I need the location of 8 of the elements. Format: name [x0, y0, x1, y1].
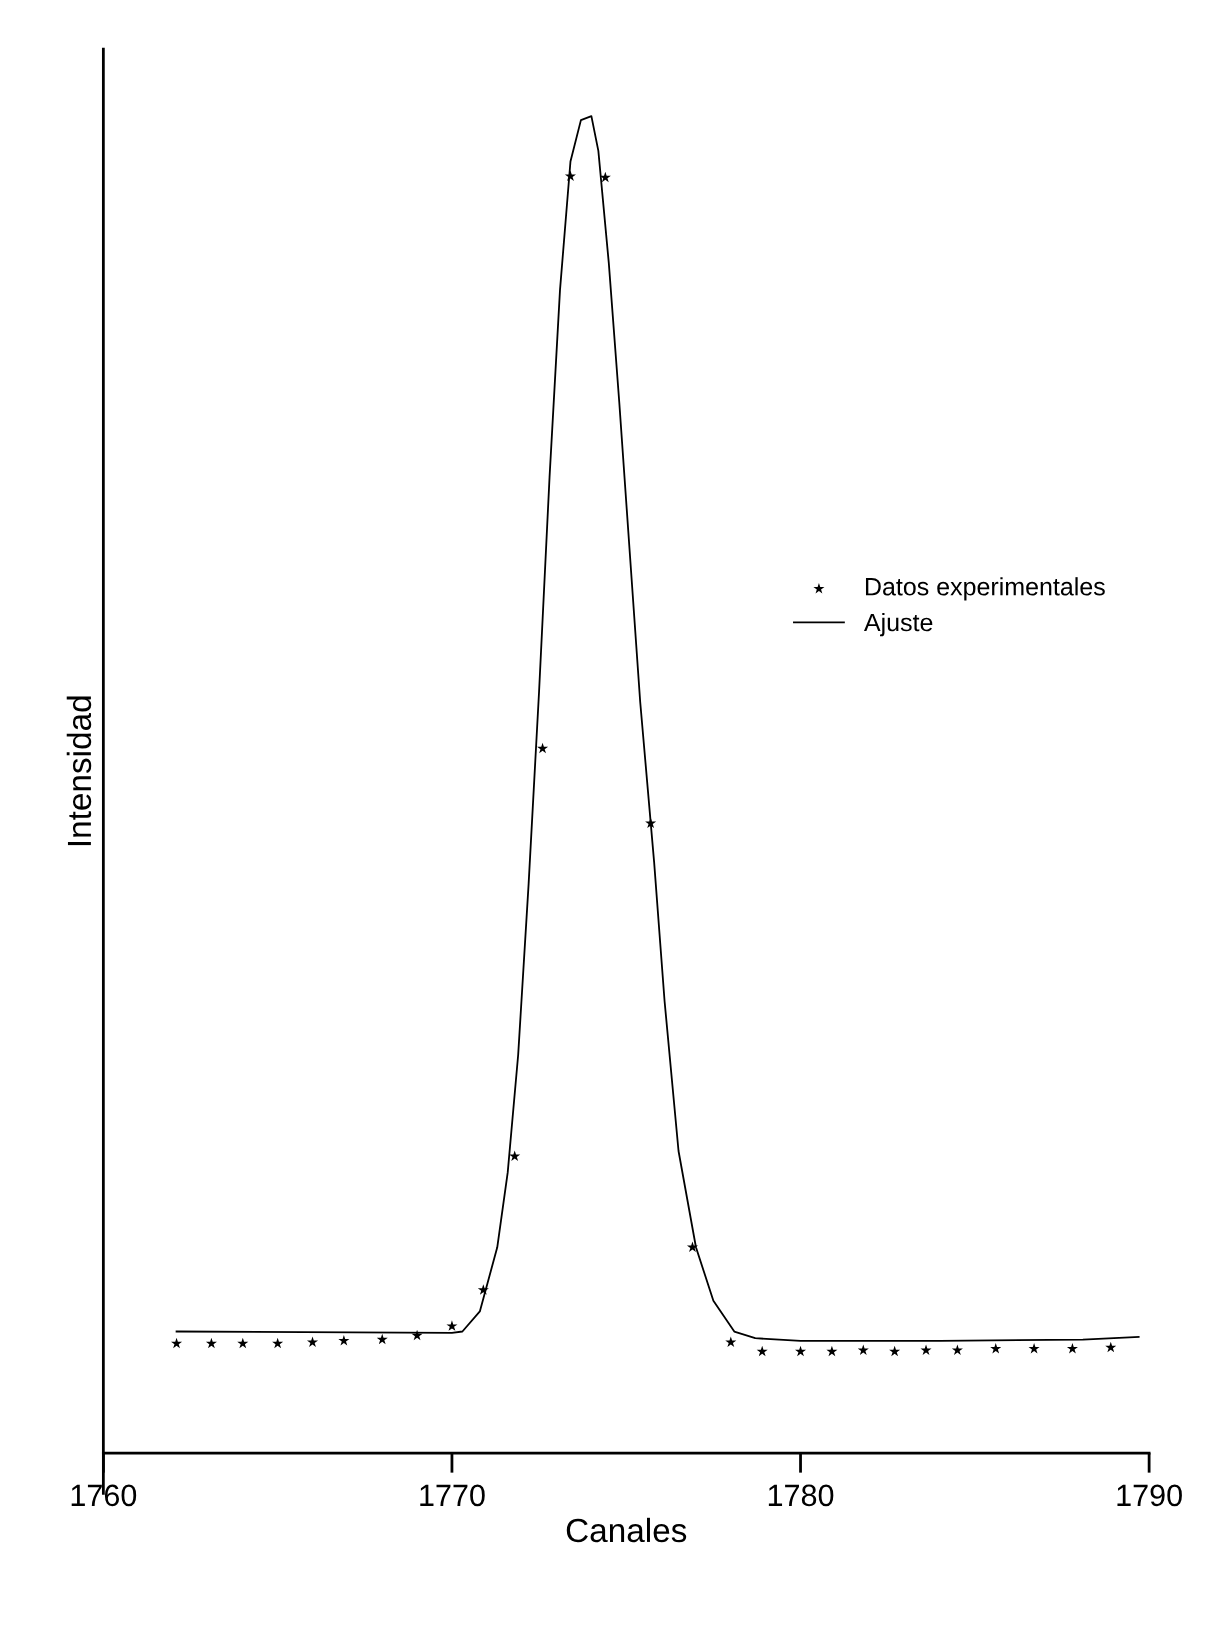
- legend-label: Ajuste: [863, 612, 933, 637]
- x-tick-label: 1760: [71, 1484, 137, 1507]
- y-axis-title: Intensidad: [66, 696, 92, 846]
- x-axis-title: Canales: [566, 1517, 687, 1543]
- x-tick-label: 1790: [1117, 1484, 1182, 1507]
- x-tick-label: 1780: [768, 1484, 834, 1507]
- x-tick-label: 1770: [420, 1484, 485, 1507]
- legend-label: Datos experimentales: [865, 577, 1105, 601]
